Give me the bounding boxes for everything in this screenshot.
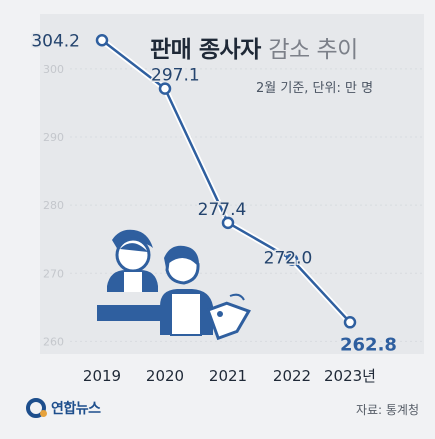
data-point xyxy=(343,316,357,329)
title-bold: 판매 종사자 xyxy=(150,37,261,63)
title-light: 감소 추이 xyxy=(268,37,358,63)
y-tick-label: 270 xyxy=(43,267,64,280)
x-tick-label: 2021 xyxy=(209,367,247,385)
y-tick-label: 280 xyxy=(43,199,64,212)
data-point xyxy=(285,253,299,266)
y-tick-label: 260 xyxy=(43,335,64,348)
chart-subtitle: 2월 기준, 단위: 만 명 xyxy=(256,81,374,96)
data-point xyxy=(158,82,172,95)
x-tick-label: 2022 xyxy=(273,367,311,385)
source-note: 자료: 통계청 xyxy=(355,403,419,417)
data-labels: 304.2 297.1 277.4 272.0 262.8 xyxy=(30,30,399,357)
footer: 연합뉴스 자료: 통계청 xyxy=(0,390,435,439)
data-label: 272.0 xyxy=(264,249,313,269)
chart-panel xyxy=(40,14,424,354)
y-axis-ticks: 260 270 280 290 300 xyxy=(43,63,64,349)
data-label: 262.8 xyxy=(340,334,397,355)
data-point xyxy=(95,34,109,47)
x-tick-label: 2023년 xyxy=(324,367,376,385)
data-label: 297.1 xyxy=(151,66,200,86)
y-tick-label: 300 xyxy=(43,63,64,76)
y-tick-label: 290 xyxy=(43,131,64,144)
worker-woman-icon xyxy=(97,229,158,321)
worker-man-icon xyxy=(139,245,213,336)
data-label: 277.4 xyxy=(198,200,247,220)
logo-text: 연합뉴스 xyxy=(51,401,101,417)
line-chart: 260 270 280 290 300 xyxy=(30,30,424,385)
x-tick-label: 2020 xyxy=(146,367,184,385)
x-axis-labels: 2019 2020 2021 2022 2023년 xyxy=(83,367,376,385)
chart-title: 판매 종사자 감소 추이 xyxy=(150,30,358,64)
gridlines xyxy=(70,68,424,342)
x-tick-label: 2019 xyxy=(83,367,121,385)
series-line xyxy=(95,34,357,329)
data-point xyxy=(221,216,235,230)
price-tag-icon xyxy=(206,293,251,341)
yonhap-logo-icon xyxy=(26,398,47,418)
sales-workers-illustration xyxy=(97,229,251,341)
data-label: 304.2 xyxy=(31,31,80,51)
yonhap-logo: 연합뉴스 xyxy=(26,398,101,418)
